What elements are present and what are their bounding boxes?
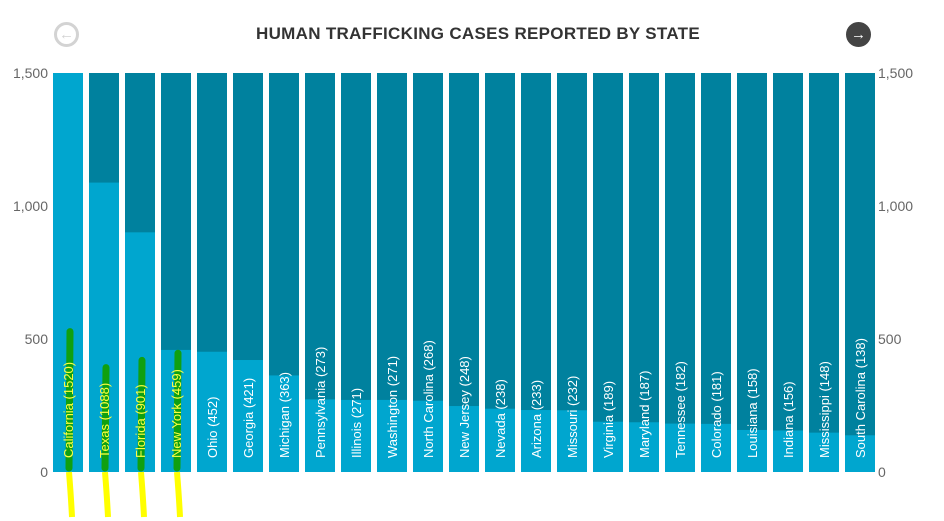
y-tick-label-right: 1,500 — [878, 65, 913, 81]
arrow-right-circle-icon[interactable]: → — [846, 22, 871, 47]
arrow-left-circle-icon[interactable]: ← — [54, 22, 79, 47]
bar-background — [701, 73, 731, 472]
bar — [269, 375, 299, 472]
bar-label: Georgia (421) — [241, 378, 256, 458]
bar-label: Missouri (232) — [565, 376, 580, 458]
bar — [773, 430, 803, 472]
bar — [665, 423, 695, 472]
highlight-marker — [101, 364, 110, 472]
bar-label: New Jersey (248) — [457, 356, 472, 458]
bar-label: North Carolina (268) — [421, 340, 436, 458]
highlight-squiggle — [174, 471, 183, 518]
y-tick-label-left: 1,000 — [13, 198, 48, 214]
bar — [629, 422, 659, 472]
bar-label: Tennessee (182) — [673, 361, 688, 458]
y-tick-label-right: 500 — [878, 331, 902, 347]
bar-label: Texas (1088) — [97, 383, 112, 458]
bar — [233, 360, 263, 472]
bar-label: Indiana (156) — [781, 381, 796, 458]
y-tick-label-right: 0 — [878, 464, 886, 480]
y-tick-label-right: 1,000 — [878, 198, 913, 214]
bar-label: Ohio (452) — [205, 397, 220, 458]
bar-background — [521, 73, 551, 472]
bar-label: Nevada (238) — [493, 379, 508, 458]
bar — [557, 410, 587, 472]
bar-label: South Carolina (138) — [853, 338, 868, 458]
bar-label: Washington (271) — [385, 356, 400, 458]
bar — [413, 400, 443, 472]
highlight-marker — [137, 356, 146, 472]
bar-label: Virginia (189) — [601, 381, 616, 458]
bar-label: New York (459) — [169, 369, 184, 458]
bar-background — [557, 73, 587, 472]
bar-label: Florida (901) — [133, 384, 148, 458]
bar-label: Pennsylvania (273) — [313, 347, 328, 458]
bar-label: Illinois (271) — [349, 388, 364, 458]
bar-label: Mississippi (148) — [817, 361, 832, 458]
bar — [377, 399, 407, 472]
bar-label: Colorado (181) — [709, 371, 724, 458]
bar-background — [737, 73, 767, 472]
bar-label: Maryland (187) — [637, 371, 652, 458]
bar — [737, 429, 767, 472]
bar-background — [809, 73, 839, 472]
bar — [341, 399, 371, 472]
bar-background — [449, 73, 479, 472]
bar — [521, 410, 551, 472]
bar-label: Louisiana (158) — [745, 368, 760, 458]
bar-label: Arizona (233) — [529, 380, 544, 458]
y-tick-label-left: 500 — [25, 331, 49, 347]
bar-background — [629, 73, 659, 472]
bar — [809, 432, 839, 472]
bar — [485, 408, 515, 472]
highlight-marker — [65, 328, 74, 472]
highlight-marker — [173, 349, 182, 472]
bar — [305, 399, 335, 472]
bar — [197, 351, 227, 472]
bar-label: California (1520) — [61, 362, 76, 458]
y-tick-label-left: 0 — [40, 464, 48, 480]
chart-title: HUMAN TRAFFICKING CASES REPORTED BY STAT… — [256, 24, 700, 43]
highlight-squiggle — [66, 471, 75, 518]
bar-background — [665, 73, 695, 472]
bar — [593, 421, 623, 472]
bar-background — [773, 73, 803, 472]
bar — [701, 423, 731, 472]
bar-background — [845, 73, 875, 472]
highlight-squiggle — [138, 471, 147, 518]
bar-background — [485, 73, 515, 472]
y-tick-label-left: 1,500 — [13, 65, 48, 81]
bar — [449, 406, 479, 472]
bar-label: Michigan (363) — [277, 372, 292, 458]
highlight-squiggle — [102, 471, 111, 518]
bar — [845, 435, 875, 472]
bar-background — [593, 73, 623, 472]
